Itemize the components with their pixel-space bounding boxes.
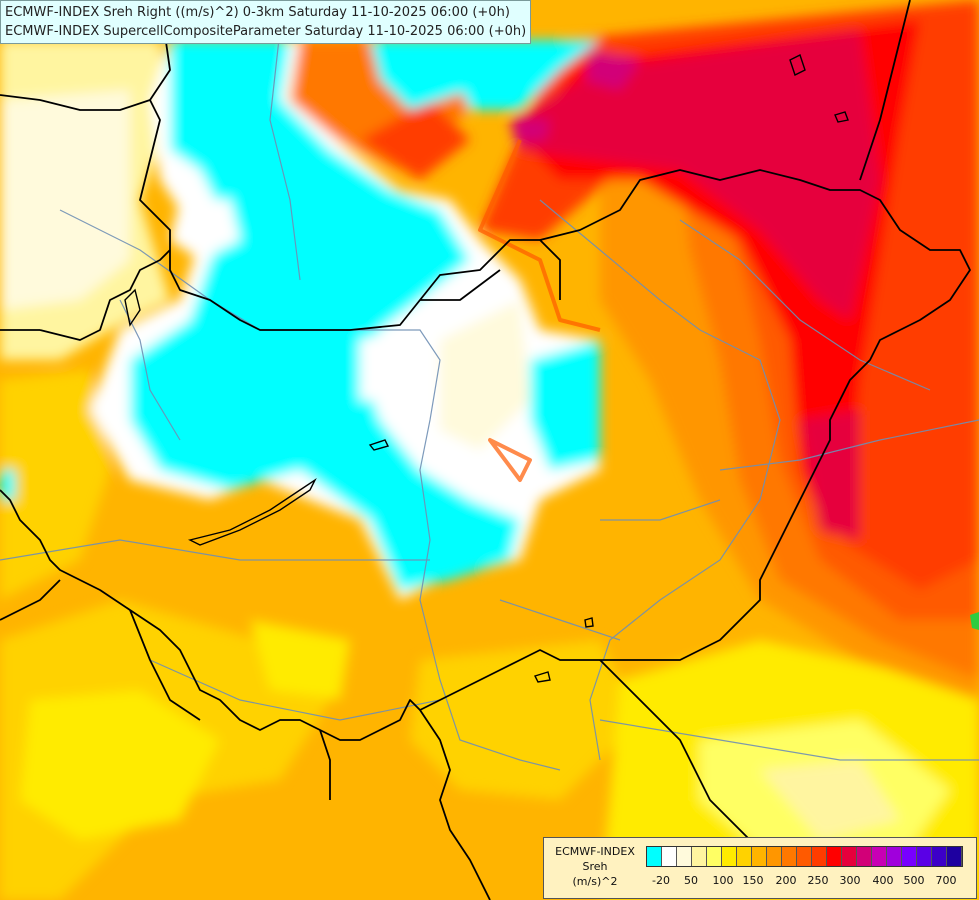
legend-swatch: [857, 847, 872, 866]
legend-swatch: [737, 847, 752, 866]
legend-title-unit: (m/s)^2: [572, 875, 618, 888]
legend-title-source: ECMWF-INDEX: [555, 845, 635, 858]
legend-swatch: [797, 847, 812, 866]
legend-tick-label: 300: [839, 874, 861, 887]
legend-swatch: [722, 847, 737, 866]
legend-tick-label: 250: [807, 874, 829, 887]
legend-tick-label: 100: [712, 874, 734, 887]
legend-swatch: [902, 847, 917, 866]
legend-swatch: [692, 847, 707, 866]
legend-tick-label: 400: [872, 874, 894, 887]
legend-swatch: [782, 847, 797, 866]
legend-swatch: [932, 847, 947, 866]
map-title-box: ECMWF-INDEX Sreh Right ((m/s)^2) 0-3km S…: [0, 0, 532, 44]
legend-swatch: [767, 847, 782, 866]
legend-tick-label: 700: [935, 874, 957, 887]
legend-title-param: Sreh: [582, 860, 608, 873]
legend-swatch: [707, 847, 722, 866]
legend-swatch: [677, 847, 692, 866]
legend-swatch: [917, 847, 932, 866]
color-legend: ECMWF-INDEX Sreh (m/s)^2 -20 50 100 150 200 2…: [543, 837, 977, 899]
legend-tick-label: 500: [903, 874, 925, 887]
legend-tick-label: -20: [652, 874, 670, 887]
legend-swatch: [647, 847, 662, 866]
legend-swatch: [662, 847, 677, 866]
title-line-scp: ECMWF-INDEX SupercellCompositeParameter …: [5, 24, 527, 39]
legend-title: ECMWF-INDEX Sreh (m/s)^2: [548, 844, 642, 889]
legend-swatch: [872, 847, 887, 866]
legend-tick-labels: -20 50 100 150 200 250 300 400 500 700: [646, 874, 971, 890]
legend-tick-label: 150: [742, 874, 764, 887]
legend-swatch: [887, 847, 902, 866]
title-line-sreh: ECMWF-INDEX Sreh Right ((m/s)^2) 0-3km S…: [5, 5, 510, 20]
legend-tick-label: 50: [684, 874, 698, 887]
legend-swatch: [842, 847, 857, 866]
legend-swatch: [947, 847, 962, 866]
legend-swatch: [827, 847, 842, 866]
legend-color-bar: [646, 846, 963, 867]
legend-tick-label: 200: [775, 874, 797, 887]
legend-swatch: [752, 847, 767, 866]
legend-swatch: [812, 847, 827, 866]
